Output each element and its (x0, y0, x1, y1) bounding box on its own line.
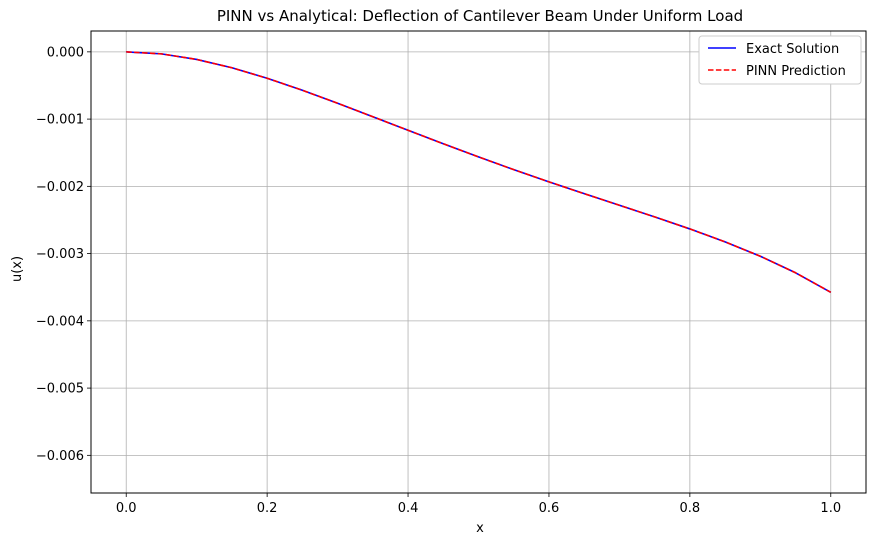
x-tick-label: 0.6 (539, 501, 560, 516)
legend-label-exact-solution: Exact Solution (746, 42, 839, 57)
y-tick-label: 0.000 (47, 45, 84, 60)
y-axis-label: u(x) (10, 256, 25, 282)
x-tick-label: 0.4 (398, 501, 419, 516)
x-tick-label: 0.2 (257, 501, 278, 516)
legend: Exact Solution PINN Prediction (698, 35, 862, 85)
series-line-pinn-prediction (126, 51, 832, 293)
x-tick-label: 0.0 (116, 501, 137, 516)
chart-title: PINN vs Analytical: Deflection of Cantil… (217, 7, 743, 25)
x-axis-label: x (476, 521, 484, 536)
x-tick-label: 1.0 (820, 501, 841, 516)
y-tick-label: −0.005 (36, 382, 84, 397)
series-lines (126, 51, 832, 293)
legend-box (698, 35, 862, 85)
plot-frame (90, 30, 867, 494)
x-tick-label: 0.8 (680, 501, 701, 516)
axis-ticks: 0.0 0.2 0.4 0.6 0.8 1.0 0.000 −0.001 −0.002 −0.00… (36, 45, 841, 516)
y-tick-label: −0.001 (36, 113, 84, 128)
legend-label-pinn-prediction: PINN Prediction (746, 64, 846, 79)
y-tick-label: −0.006 (36, 449, 84, 464)
y-tick-label: −0.002 (36, 180, 84, 195)
y-tick-label: −0.004 (36, 314, 84, 329)
y-tick-label: −0.003 (36, 247, 84, 262)
